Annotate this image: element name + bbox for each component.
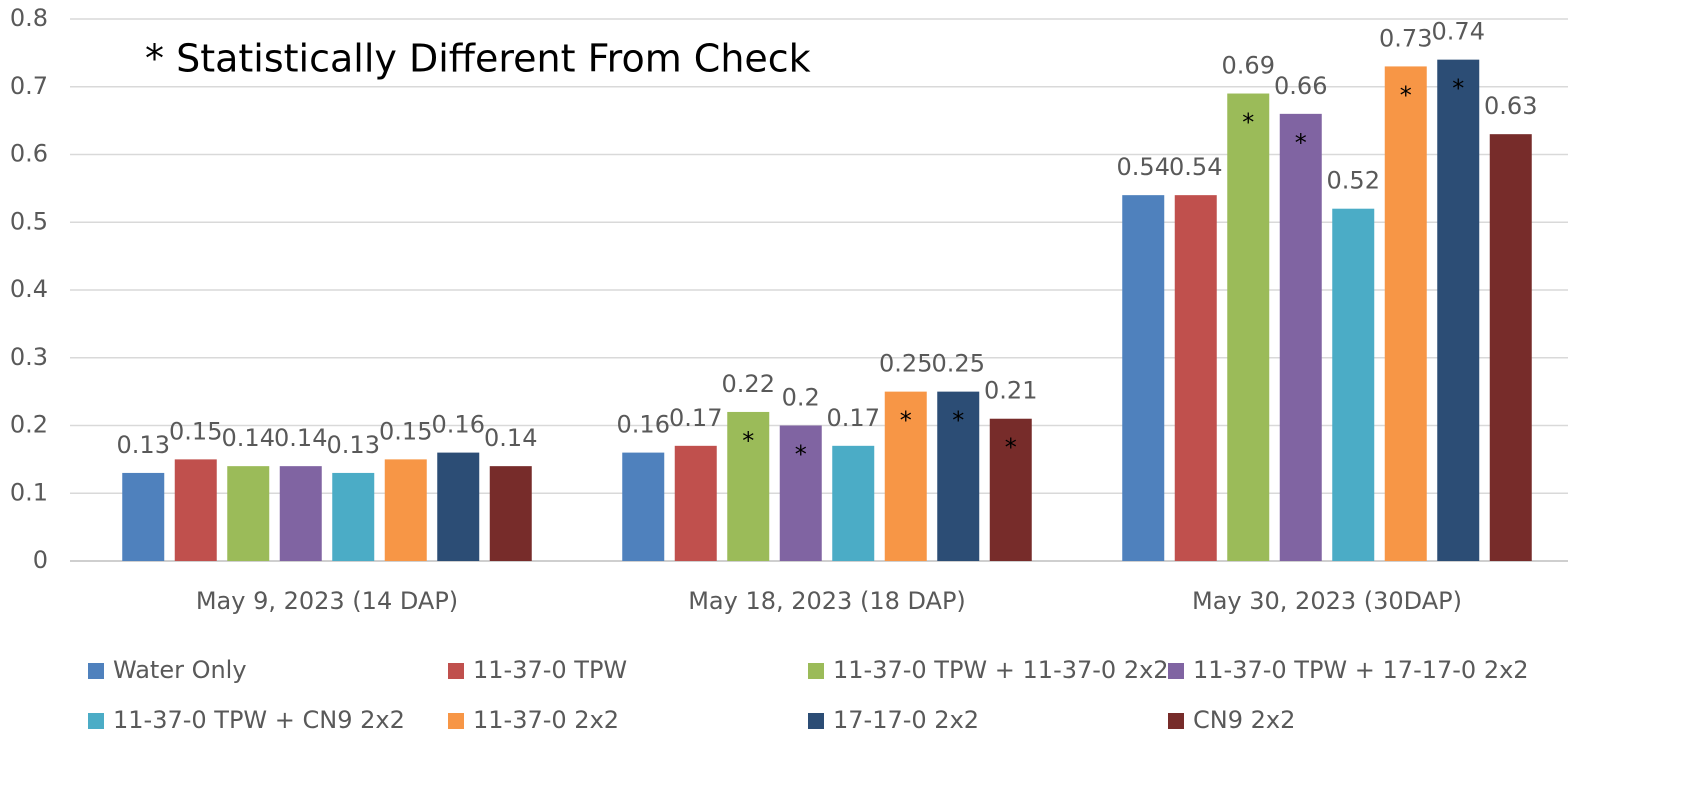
- bar: [622, 452, 665, 561]
- significance-marker: *: [742, 427, 754, 455]
- value-label: 0.15: [169, 417, 222, 445]
- bar: [884, 391, 927, 561]
- bar: [437, 452, 480, 561]
- legend-swatch: [88, 713, 104, 729]
- significance-marker: *: [900, 407, 912, 435]
- bar: [1174, 195, 1217, 561]
- bar: [1227, 93, 1270, 562]
- bar: [1384, 66, 1427, 562]
- value-label: 0.54: [1117, 153, 1170, 181]
- y-tick-label: 0.5: [10, 207, 48, 235]
- value-label: 0.73: [1379, 24, 1432, 52]
- bar: [779, 425, 822, 561]
- y-tick-label: 0: [33, 546, 48, 574]
- value-label: 0.15: [379, 417, 432, 445]
- legend-swatch: [1168, 663, 1184, 679]
- annotation: * Statistically Different From Check: [145, 37, 811, 81]
- bar: [1332, 208, 1375, 561]
- value-label: 0.14: [484, 424, 537, 452]
- significance-marker: *: [1452, 75, 1464, 103]
- value-label: 0.17: [827, 404, 880, 432]
- y-tick-label: 0.2: [10, 411, 48, 439]
- significance-marker: *: [1295, 129, 1307, 157]
- bar: [384, 459, 427, 561]
- significance-marker: *: [1242, 109, 1254, 137]
- significance-marker: *: [1005, 434, 1017, 462]
- significance-marker: *: [795, 441, 807, 469]
- x-tick-label: May 18, 2023 (18 DAP): [688, 587, 966, 615]
- x-tick-label: May 9, 2023 (14 DAP): [196, 587, 458, 615]
- bar: [674, 445, 717, 561]
- y-tick-label: 0.3: [10, 343, 48, 371]
- value-label: 0.22: [722, 370, 775, 398]
- bar: [122, 472, 165, 561]
- bar: [727, 411, 770, 561]
- legend-label: Water Only: [113, 656, 247, 684]
- value-label: 0.74: [1432, 18, 1485, 46]
- value-label: 0.2: [782, 384, 820, 412]
- value-label: 0.66: [1274, 72, 1327, 100]
- bar: [279, 466, 322, 561]
- bar: [1437, 59, 1480, 562]
- legend-swatch: [808, 713, 824, 729]
- value-label: 0.21: [984, 377, 1037, 405]
- value-label: 0.25: [932, 350, 985, 378]
- value-label: 0.16: [617, 411, 670, 439]
- legend-swatch: [88, 663, 104, 679]
- bar: [989, 418, 1032, 561]
- y-tick-label: 0.1: [10, 478, 48, 506]
- x-tick-label: May 30, 2023 (30DAP): [1192, 587, 1462, 615]
- legend-swatch: [448, 663, 464, 679]
- value-label: 0.14: [274, 424, 327, 452]
- legend-swatch: [448, 713, 464, 729]
- value-label: 0.17: [669, 404, 722, 432]
- y-tick-label: 0.8: [10, 4, 48, 32]
- bar: [174, 459, 217, 561]
- legend-swatch: [1168, 713, 1184, 729]
- bar: [489, 466, 532, 561]
- bar: [1489, 134, 1532, 562]
- bar: [1122, 195, 1165, 561]
- value-label: 0.14: [222, 424, 275, 452]
- value-label: 0.13: [117, 431, 170, 459]
- value-label: 0.63: [1484, 92, 1537, 120]
- legend-label: 11-37-0 TPW + 11-37-0 2x2: [833, 656, 1169, 684]
- bar: [832, 445, 875, 561]
- legend-label: 17-17-0 2x2: [833, 706, 979, 734]
- value-label: 0.16: [432, 411, 485, 439]
- bar: [937, 391, 980, 561]
- bar: [227, 466, 270, 561]
- value-label: 0.25: [879, 350, 932, 378]
- y-tick-label: 0.7: [10, 72, 48, 100]
- bar: [332, 472, 375, 561]
- value-label: 0.54: [1169, 153, 1222, 181]
- y-tick-label: 0.4: [10, 275, 48, 303]
- legend-swatch: [808, 663, 824, 679]
- legend-label: 11-37-0 2x2: [473, 706, 619, 734]
- legend-label: 11-37-0 TPW: [473, 656, 627, 684]
- legend-label: CN9 2x2: [1193, 706, 1295, 734]
- y-tick-label: 0.6: [10, 140, 48, 168]
- value-label: 0.69: [1222, 52, 1275, 80]
- bar: [1279, 113, 1322, 561]
- significance-marker: *: [952, 407, 964, 435]
- significance-marker: *: [1400, 81, 1412, 109]
- value-label: 0.52: [1327, 167, 1380, 195]
- value-label: 0.13: [327, 431, 380, 459]
- legend-label: 11-37-0 TPW + CN9 2x2: [113, 706, 405, 734]
- legend-label: 11-37-0 TPW + 17-17-0 2x2: [1193, 656, 1529, 684]
